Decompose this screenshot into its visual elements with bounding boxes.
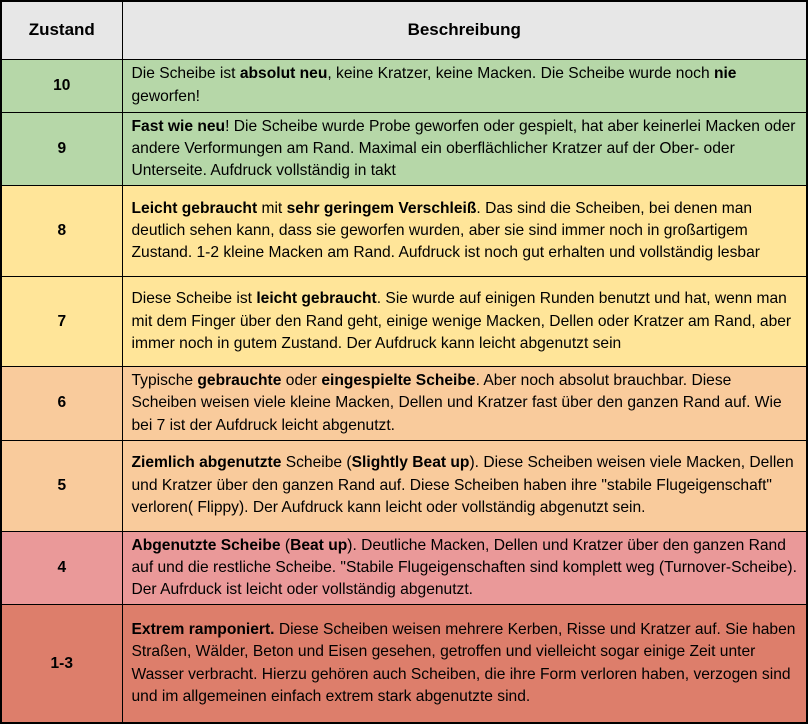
description-text: Scheibe ( xyxy=(281,454,352,472)
description-cell: Fast wie neu! Die Scheibe wurde Probe ge… xyxy=(121,111,808,187)
table-row: 10 Die Scheibe ist absolut neu, keine Kra… xyxy=(0,58,808,113)
table-row: 8 Leicht gebraucht mit sehr geringem Vers… xyxy=(0,185,808,278)
condition-grade-cell: 7 xyxy=(0,276,123,368)
table-row: 1-3 Extrem ramponiert. Diese Scheiben wei… xyxy=(0,604,808,724)
condition-grade-cell: 1-3 xyxy=(0,604,123,724)
description-bold-text: leicht gebraucht xyxy=(256,290,377,308)
description-text: . Aber noch absolut brauchbar. Diese Sch… xyxy=(131,372,782,434)
description-text: oder xyxy=(281,372,322,390)
description-cell: Extrem ramponiert. Diese Scheiben weisen… xyxy=(121,604,808,724)
description-text: Die Scheibe ist xyxy=(131,65,240,83)
description-text: ( xyxy=(280,536,291,554)
description-text: ). Diese Scheiben weisen viele Macken, D… xyxy=(131,454,794,516)
description-cell: Diese Scheibe ist leicht gebraucht. Sie … xyxy=(121,276,808,368)
condition-grade-cell: 9 xyxy=(0,111,123,187)
description-bold-text: nie xyxy=(713,65,737,83)
table-row: 5 Ziemlich abgenutzte Scheibe (Slightly B… xyxy=(0,439,808,532)
description-bold-text: Leicht gebraucht xyxy=(131,199,258,217)
header-zustand: Zustand xyxy=(0,0,123,60)
description-bold-text: absolut neu xyxy=(239,65,328,83)
table-row: 4 Abgenutzte Scheibe (Beat up). Deutliche… xyxy=(0,530,808,606)
condition-grade-cell: 4 xyxy=(0,530,123,606)
description-bold-text: sehr geringem Verschleiß xyxy=(286,199,477,217)
description-cell: Typische gebrauchte oder eingespielte Sc… xyxy=(121,366,808,441)
description-text: mit xyxy=(257,199,287,217)
table-header: Zustand Beschreibung xyxy=(0,0,808,60)
description-bold-text: Ziemlich abgenutzte xyxy=(131,454,282,472)
description-cell: Die Scheibe ist absolut neu, keine Kratz… xyxy=(121,58,808,113)
table-row: 6 Typische gebrauchte oder eingespielte S… xyxy=(0,366,808,441)
description-cell: Ziemlich abgenutzte Scheibe (Slightly Be… xyxy=(121,439,808,532)
description-text: geworfen! xyxy=(131,87,200,105)
description-bold-text: Abgenutzte Scheibe xyxy=(131,536,281,554)
description-bold-text: Beat up xyxy=(290,536,348,554)
description-bold-text: gebrauchte xyxy=(197,372,282,390)
condition-grade-cell: 8 xyxy=(0,185,123,278)
description-cell: Leicht gebraucht mit sehr geringem Versc… xyxy=(121,185,808,278)
header-beschreibung: Beschreibung xyxy=(121,0,808,60)
description-text: . Sie wurde auf einigen Runden benutzt u… xyxy=(131,290,792,352)
description-text: . Das sind die Scheiben, bei denen man d… xyxy=(131,199,760,262)
header-row: Zustand Beschreibung xyxy=(0,0,808,60)
description-text: , keine Kratzer, keine Macken. Die Schei… xyxy=(327,65,714,83)
description-bold-text: Extrem ramponiert. xyxy=(131,621,275,639)
description-text: Diese Scheibe ist xyxy=(131,290,257,308)
condition-grade-cell: 5 xyxy=(0,439,123,532)
description-text: ! Die Scheibe wurde Probe geworfen oder … xyxy=(131,117,796,179)
description-text: Typische xyxy=(131,372,198,390)
description-bold-text: Slightly Beat up xyxy=(351,454,470,472)
description-cell: Abgenutzte Scheibe (Beat up). Deutliche … xyxy=(121,530,808,606)
table-row: 9 Fast wie neu! Die Scheibe wurde Probe g… xyxy=(0,111,808,187)
table-row: 7 Diese Scheibe ist leicht gebraucht. Sie… xyxy=(0,276,808,368)
condition-grade-cell: 6 xyxy=(0,366,123,441)
description-bold-text: Fast wie neu xyxy=(131,117,226,135)
table-body: 10 Die Scheibe ist absolut neu, keine Kra… xyxy=(0,58,808,724)
description-bold-text: eingespielte Scheibe xyxy=(321,372,476,390)
description-text: ). Deutliche Macken, Dellen und Kratzer … xyxy=(131,536,797,599)
description-text: Diese Scheiben weisen mehrere Kerben, Ri… xyxy=(131,621,796,705)
condition-grade-cell: 10 xyxy=(0,58,123,113)
